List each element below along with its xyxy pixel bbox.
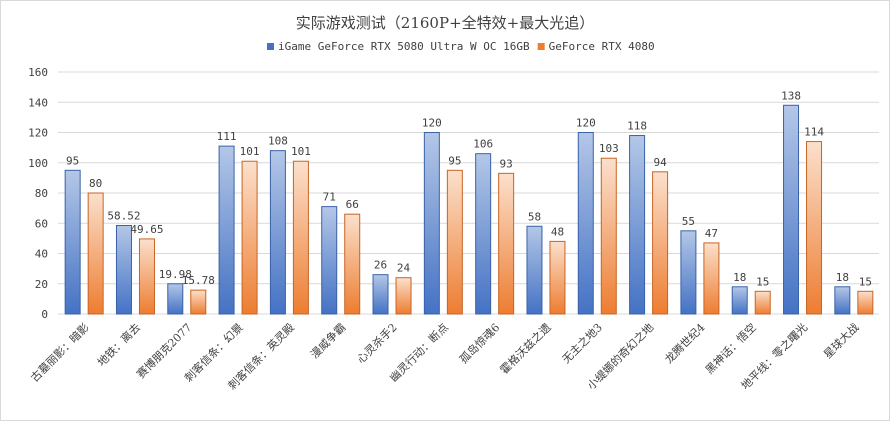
bar xyxy=(372,274,389,315)
bar xyxy=(138,238,155,315)
data-label: 15 xyxy=(756,275,769,288)
bar xyxy=(321,206,338,315)
data-label: 108 xyxy=(268,135,288,148)
bar xyxy=(731,286,748,315)
bars xyxy=(64,104,874,315)
legend: iGame GeForce RTX 5080 Ultra W OC 16GB Ge… xyxy=(267,40,655,53)
bar xyxy=(475,153,492,315)
y-tick-label: 20 xyxy=(35,278,48,291)
data-label: 114 xyxy=(804,126,824,139)
y-tick-label: 60 xyxy=(35,217,48,230)
bar xyxy=(344,213,361,315)
data-label: 95 xyxy=(448,154,461,167)
data-label: 101 xyxy=(240,145,260,158)
y-tick-label: 120 xyxy=(28,127,48,140)
data-label: 111 xyxy=(217,130,237,143)
data-label: 80 xyxy=(89,177,102,190)
chart-title: 实际游戏测试（2160P+全特效+最大光追） xyxy=(296,14,594,32)
y-tick-label: 80 xyxy=(35,187,48,200)
y-tick-label: 140 xyxy=(28,96,48,109)
bar xyxy=(703,242,720,315)
legend-swatch xyxy=(267,43,274,50)
data-labels: 95 58.52 19.98 111 108 71 26 120 106 58 120 118 55 18… xyxy=(66,89,872,288)
y-tick-label: 40 xyxy=(35,248,48,261)
data-label: 48 xyxy=(551,225,564,238)
category-label: 黑神话：悟空 xyxy=(702,320,759,377)
bar xyxy=(600,157,617,315)
data-label: 120 xyxy=(576,117,596,130)
bar xyxy=(526,225,543,315)
data-label: 47 xyxy=(705,227,718,240)
bar xyxy=(292,160,309,315)
category-label: 霍格沃兹之遗 xyxy=(497,320,554,377)
bar xyxy=(423,132,440,315)
bar xyxy=(857,290,874,315)
data-label: 106 xyxy=(473,138,493,151)
category-label: 龙腾世纪4 xyxy=(662,320,708,366)
bar xyxy=(680,230,697,315)
data-label: 58.52 xyxy=(107,209,140,222)
data-label: 66 xyxy=(346,198,359,211)
bar xyxy=(629,135,646,315)
legend-label: iGame GeForce RTX 5080 Ultra W OC 16GB xyxy=(278,40,530,53)
bar xyxy=(806,141,823,315)
bar xyxy=(395,277,412,315)
bar xyxy=(498,172,515,315)
category-label: 漫威争霸 xyxy=(307,320,348,361)
bar xyxy=(87,192,104,315)
bar xyxy=(652,171,669,315)
bar xyxy=(64,169,81,315)
data-label: 118 xyxy=(627,120,647,133)
data-label: 55 xyxy=(682,215,695,228)
data-label: 138 xyxy=(781,89,801,102)
bar xyxy=(446,169,463,315)
data-label: 26 xyxy=(374,259,387,272)
y-tick-label: 0 xyxy=(41,308,48,321)
bar xyxy=(115,224,132,315)
y-tick-label: 160 xyxy=(28,66,48,79)
x-axis: 古墓丽影：暗影 地铁：离去赛博朋克2077刺客信条：幻景刺客信条：英灵殿 漫威争霸心… xyxy=(27,320,861,392)
bar xyxy=(783,104,800,315)
bar xyxy=(218,145,235,315)
y-axis: 0 20 40 60 80 100 120 140 160 xyxy=(28,66,48,321)
bar xyxy=(241,160,258,315)
category-label: 地铁：离去 xyxy=(94,320,143,369)
data-label: 15 xyxy=(859,275,872,288)
data-label: 58 xyxy=(528,210,541,223)
category-label: 孤岛惊魂6 xyxy=(456,320,502,366)
data-label: 120 xyxy=(422,117,442,130)
data-label: 18 xyxy=(836,271,849,284)
data-label: 94 xyxy=(653,156,667,169)
bar xyxy=(167,283,184,315)
legend-swatch xyxy=(537,43,545,50)
bar xyxy=(190,289,207,315)
data-label: 93 xyxy=(500,157,513,170)
data-label: 95 xyxy=(66,154,79,167)
bar xyxy=(754,290,771,315)
bar xyxy=(549,240,566,315)
category-label: 无主之地3 xyxy=(559,320,605,366)
bar xyxy=(269,150,286,315)
data-label: 103 xyxy=(599,142,619,155)
data-label: 18 xyxy=(733,271,746,284)
category-label: 星球大战 xyxy=(820,320,861,361)
data-label: 101 xyxy=(291,145,311,158)
data-label: 15.78 xyxy=(182,274,215,287)
data-label: 19.98 xyxy=(159,268,192,281)
y-tick-label: 100 xyxy=(28,157,48,170)
data-label: 71 xyxy=(323,191,336,204)
gridlines xyxy=(58,71,879,315)
category-label: 心灵杀手2 xyxy=(354,320,400,366)
data-label: 49.65 xyxy=(130,223,163,236)
legend-label: GeForce RTX 4080 xyxy=(549,40,655,53)
data-label: 24 xyxy=(397,262,411,275)
category-label: 古墓丽影：暗影 xyxy=(27,320,91,384)
bar xyxy=(577,132,594,315)
bar xyxy=(834,286,851,315)
